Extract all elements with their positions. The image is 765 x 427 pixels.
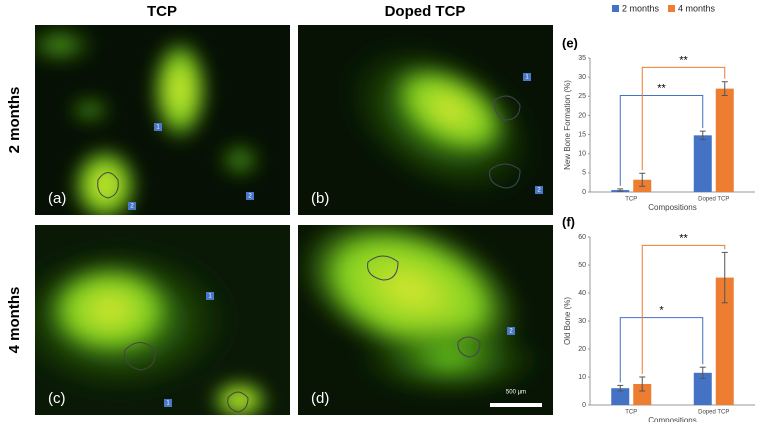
x-tick-label: TCP	[625, 197, 637, 203]
image-c	[0, 225, 290, 420]
significance-label: *	[659, 305, 664, 317]
y-axis-label: New Bone Formation (%)	[563, 80, 572, 170]
figure: TCP Doped TCP 2 months 4 months (a) (b) (c) (d)…	[0, 0, 765, 422]
y-tick-label: 5	[582, 170, 586, 177]
legend-label: 2 months	[622, 3, 660, 13]
significance-label: **	[679, 232, 688, 244]
y-tick-label: 20	[578, 112, 586, 119]
significance-bracket	[620, 96, 703, 186]
y-tick-label: 35	[578, 55, 586, 62]
y-tick-label: 10	[578, 374, 586, 381]
x-axis-label: Compositions	[648, 203, 696, 212]
x-tick-label: Doped TCP	[698, 197, 729, 203]
significance-bracket	[620, 318, 703, 383]
y-tick-label: 15	[578, 131, 586, 138]
y-tick-label: 30	[578, 318, 586, 325]
bar	[694, 135, 712, 192]
y-tick-label: 25	[578, 93, 586, 100]
legend-label: 4 months	[678, 3, 716, 13]
image-d	[273, 183, 553, 415]
x-tick-label: Doped TCP	[698, 410, 729, 416]
panel-label: (b)	[311, 190, 329, 207]
panel-label: (e)	[562, 35, 578, 50]
x-axis-label: Compositions	[648, 416, 696, 422]
row-label: 2 months	[6, 87, 23, 154]
significance-label: **	[657, 82, 666, 94]
bar	[716, 89, 734, 192]
y-tick-label: 40	[578, 290, 586, 297]
y-tick-label: 30	[578, 74, 586, 81]
y-tick-label: 10	[578, 151, 586, 158]
legend-swatch	[668, 5, 675, 12]
significance-label: **	[679, 54, 688, 66]
legend-swatch	[612, 5, 619, 12]
panel-label: (f)	[562, 214, 575, 229]
y-axis-label: Old Bone (%)	[563, 297, 572, 345]
x-tick-label: TCP	[625, 410, 637, 416]
panel-label: (a)	[48, 190, 66, 207]
panel-label: (c)	[48, 390, 66, 407]
charts: 0 5 10 15 20 25 30 35 New Bone Formation (%) Comp…	[562, 3, 755, 422]
y-tick-label: 50	[578, 262, 586, 269]
scale-bar-label: 500 µm	[506, 390, 526, 396]
y-tick-label: 60	[578, 234, 586, 241]
row-label: 4 months	[6, 287, 23, 354]
panel-label: (d)	[311, 390, 329, 407]
y-tick-label: 0	[582, 189, 586, 196]
significance-bracket	[642, 67, 725, 170]
column-heading: Doped TCP	[385, 3, 466, 20]
y-tick-label: 20	[578, 346, 586, 353]
image-b	[298, 4, 570, 235]
significance-bracket	[642, 245, 725, 374]
column-heading: TCP	[147, 3, 177, 20]
y-tick-label: 0	[582, 402, 586, 409]
